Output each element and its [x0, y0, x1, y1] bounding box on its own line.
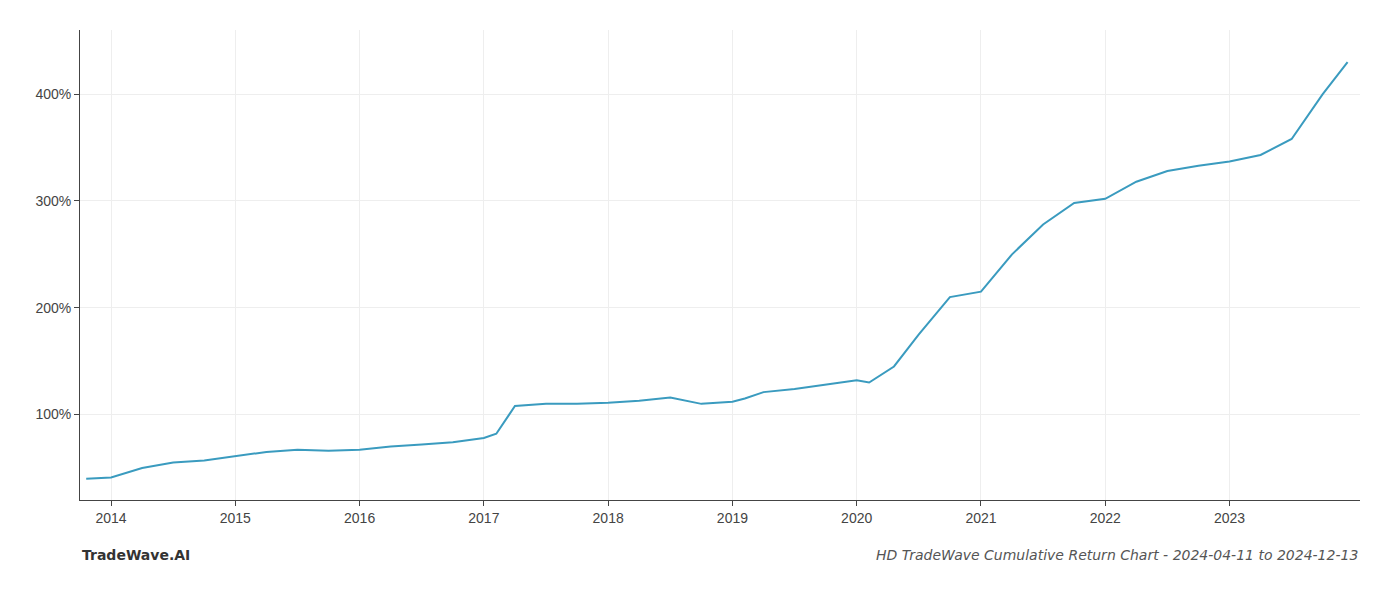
- svg-text:2022: 2022: [1090, 510, 1121, 526]
- svg-text:300%: 300%: [35, 193, 71, 209]
- svg-text:2017: 2017: [468, 510, 499, 526]
- svg-text:2021: 2021: [965, 510, 996, 526]
- svg-text:2014: 2014: [95, 510, 126, 526]
- svg-text:2023: 2023: [1214, 510, 1245, 526]
- svg-text:2020: 2020: [841, 510, 872, 526]
- svg-text:TradeWave.AI: TradeWave.AI: [82, 547, 190, 563]
- svg-text:2019: 2019: [717, 510, 748, 526]
- svg-text:HD TradeWave Cumulative Return: HD TradeWave Cumulative Return Chart - 2…: [876, 547, 1358, 563]
- svg-text:100%: 100%: [35, 406, 71, 422]
- svg-text:2016: 2016: [344, 510, 375, 526]
- svg-text:2015: 2015: [220, 510, 251, 526]
- svg-text:200%: 200%: [35, 300, 71, 316]
- svg-text:2018: 2018: [593, 510, 624, 526]
- svg-text:400%: 400%: [35, 86, 71, 102]
